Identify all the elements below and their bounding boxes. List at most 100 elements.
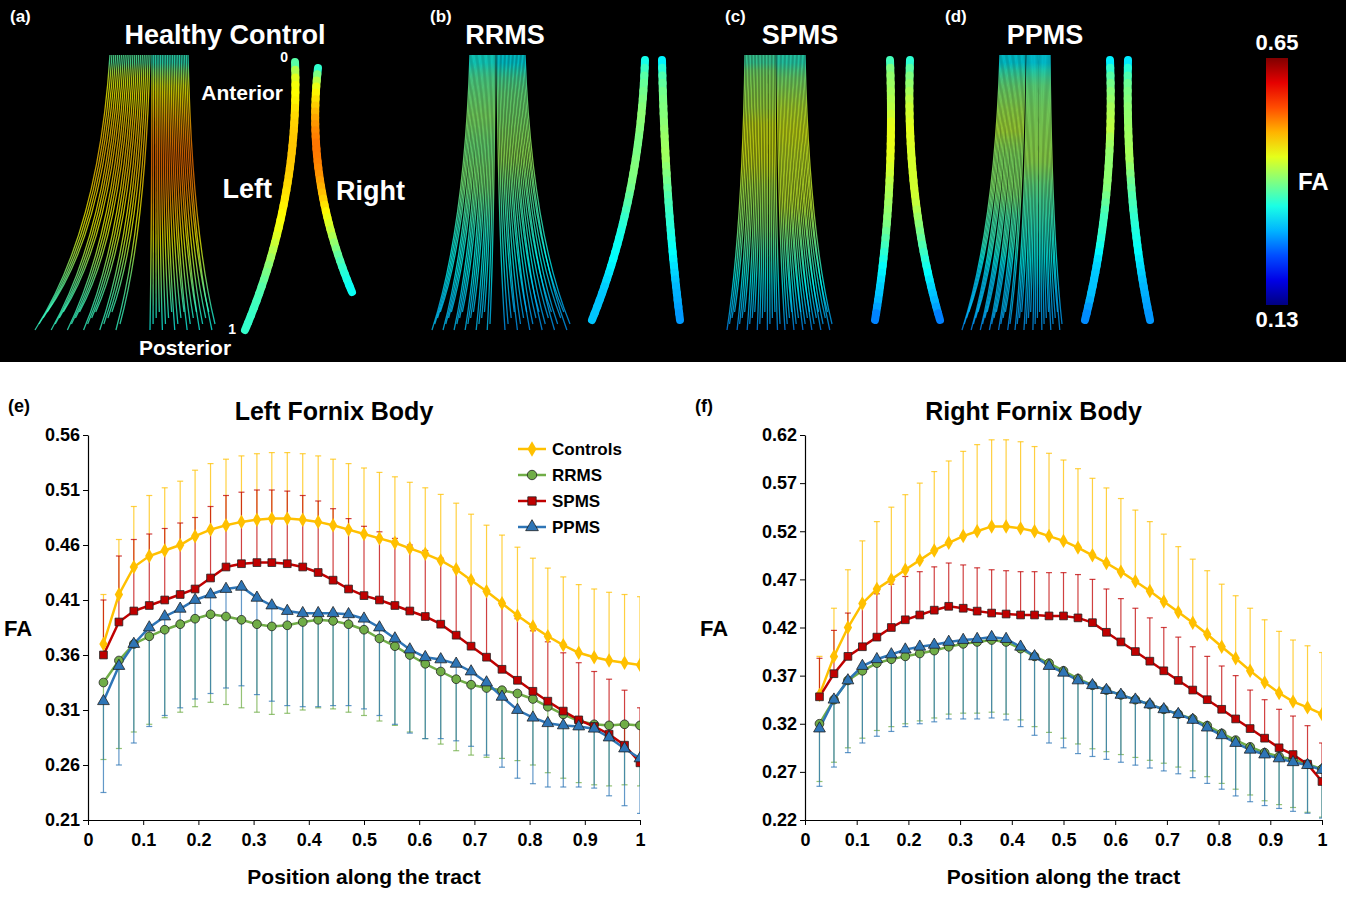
x-tick-label: 0.8 bbox=[1207, 830, 1232, 850]
marker bbox=[207, 574, 215, 582]
error-bar-cap bbox=[346, 518, 352, 519]
marker bbox=[1045, 612, 1053, 620]
error-bar bbox=[363, 468, 364, 534]
x-tick-label: 0.7 bbox=[462, 830, 487, 850]
marker bbox=[1158, 703, 1170, 713]
x-tick-mark bbox=[254, 820, 255, 825]
marker bbox=[268, 511, 276, 525]
error-bar-cap bbox=[438, 738, 444, 739]
error-bar bbox=[1106, 488, 1107, 563]
marker bbox=[1002, 610, 1010, 618]
error-bar bbox=[1120, 499, 1121, 572]
error-bar-cap bbox=[931, 471, 937, 472]
error-bar-cap bbox=[1089, 756, 1095, 757]
error-bar-cap bbox=[223, 459, 229, 460]
error-bar-cap bbox=[1319, 652, 1322, 653]
error-bar-cap bbox=[946, 460, 952, 461]
panel-letter: (b) bbox=[430, 7, 452, 26]
error-bar-cap bbox=[1075, 753, 1081, 754]
error-bar bbox=[1092, 478, 1093, 555]
y-tick-label: 0.47 bbox=[762, 570, 797, 590]
marker bbox=[145, 602, 153, 610]
marker bbox=[634, 752, 640, 762]
marker bbox=[113, 659, 125, 669]
marker bbox=[176, 591, 184, 599]
marker bbox=[559, 707, 567, 715]
figure: (a)Healthy Control0AnteriorLeftRight1Pos… bbox=[0, 0, 1346, 898]
x-tick-mark bbox=[1167, 820, 1168, 825]
error-bar-cap bbox=[1276, 709, 1282, 710]
marker bbox=[281, 604, 293, 614]
marker bbox=[360, 625, 369, 634]
marker bbox=[1316, 763, 1322, 773]
marker bbox=[605, 653, 613, 667]
x-tick: 0.7 bbox=[1155, 820, 1180, 850]
error-bar-cap bbox=[989, 439, 995, 440]
error-bar bbox=[532, 631, 533, 692]
error-bar-cap bbox=[1075, 574, 1081, 575]
marker bbox=[916, 611, 924, 619]
error-bar bbox=[1163, 709, 1164, 771]
marker bbox=[298, 618, 307, 627]
error-bar bbox=[1278, 758, 1279, 808]
error-bar bbox=[608, 738, 609, 796]
error-bar-cap bbox=[1046, 453, 1052, 454]
fibre bbox=[1050, 55, 1062, 324]
panel-letter: (d) bbox=[945, 7, 967, 26]
error-bar bbox=[456, 503, 457, 569]
marker bbox=[988, 609, 996, 617]
marker bbox=[1259, 748, 1271, 758]
error-bar-cap bbox=[284, 705, 290, 706]
error-bar-cap bbox=[1147, 767, 1153, 768]
error-bar-cap bbox=[1204, 656, 1210, 657]
error-bar bbox=[977, 568, 978, 611]
error-bar bbox=[594, 589, 595, 657]
error-bar bbox=[977, 445, 978, 532]
error-bar bbox=[876, 522, 877, 589]
marker bbox=[1089, 619, 1097, 627]
error-bar bbox=[118, 666, 119, 765]
error-bar-cap bbox=[162, 715, 168, 716]
marker bbox=[467, 642, 475, 650]
marker bbox=[1129, 693, 1141, 703]
error-bar-cap bbox=[300, 709, 306, 710]
marker bbox=[1146, 584, 1154, 598]
marker bbox=[389, 632, 401, 642]
error-bar bbox=[425, 657, 426, 738]
marker bbox=[267, 622, 276, 631]
error-bar-cap bbox=[1118, 762, 1124, 763]
marker bbox=[1246, 664, 1254, 678]
error-bar-cap bbox=[960, 451, 966, 452]
marker bbox=[1201, 721, 1213, 731]
error-bar bbox=[919, 572, 920, 615]
x-tick: 0.4 bbox=[1000, 820, 1025, 850]
marker bbox=[161, 596, 169, 604]
marker bbox=[128, 637, 140, 647]
marker bbox=[605, 721, 614, 730]
marker bbox=[1275, 686, 1283, 700]
x-tick: 0.5 bbox=[352, 820, 377, 850]
y-tick-label: 0.21 bbox=[45, 810, 80, 830]
error-bar-cap bbox=[1089, 579, 1095, 580]
error-bar-cap bbox=[560, 786, 566, 787]
fibre bbox=[116, 55, 148, 330]
error-bar-cap bbox=[530, 783, 536, 784]
marker bbox=[1203, 696, 1211, 704]
error-bar-cap bbox=[637, 813, 640, 814]
y-tick-label: 0.37 bbox=[762, 666, 797, 686]
error-bar bbox=[991, 570, 992, 613]
error-bar-cap bbox=[859, 742, 865, 743]
error-bar bbox=[1077, 680, 1078, 753]
y-tick-mark bbox=[800, 531, 805, 532]
error-bar bbox=[563, 653, 564, 711]
error-bar bbox=[624, 690, 625, 745]
error-bar-cap bbox=[1175, 773, 1181, 774]
error-bar bbox=[891, 507, 892, 579]
legend-marker bbox=[528, 497, 536, 505]
error-bar bbox=[456, 569, 457, 635]
marker bbox=[1273, 752, 1285, 762]
fibre bbox=[767, 55, 769, 330]
y-tick-mark bbox=[800, 772, 805, 773]
marker bbox=[1189, 615, 1197, 629]
fibre bbox=[152, 55, 154, 324]
